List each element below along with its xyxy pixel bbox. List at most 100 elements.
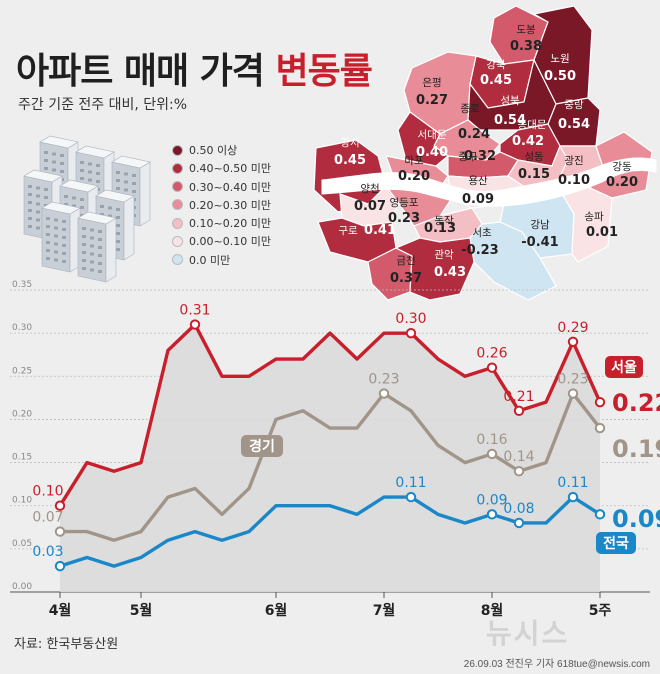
data-point — [486, 362, 498, 373]
series-name-tag: 경기 — [249, 438, 275, 455]
series-name-tag: 서울 — [611, 359, 637, 376]
end-value-label: 0.22 — [612, 389, 660, 417]
district-value: -0.41 — [521, 235, 558, 250]
data-label: 0.03 — [32, 544, 63, 560]
district-value: 0.41 — [364, 223, 396, 238]
district-value: 0.32 — [464, 149, 496, 164]
district-value: 0.54 — [494, 113, 526, 128]
end-point — [594, 396, 606, 408]
legend-label: 0.50 이상 — [189, 144, 238, 157]
data-point — [513, 517, 525, 529]
district-name: 서대문 — [418, 129, 447, 141]
source-note: 자료: 한국부동산원 — [14, 637, 119, 652]
series-national: 0.030.110.090.080.110.09전국 — [32, 475, 660, 572]
end-value-label: 0.09 — [612, 505, 660, 533]
data-point — [513, 405, 525, 416]
district-name: 광진 — [564, 155, 583, 167]
district-name: 관악 — [434, 249, 454, 261]
data-point — [54, 560, 66, 572]
data-point — [189, 319, 201, 330]
series-seoul: 0.10 0.31 0.30 0.26 0.21 0.29 0.22 서울 — [32, 303, 660, 511]
apartment-buildings-icon — [23, 135, 151, 283]
series-gyeonggi: 0.07 0.23 0.160.14 0.23 0.19 경기 — [32, 372, 660, 542]
data-point — [567, 336, 579, 347]
district-name: 금천 — [396, 255, 415, 267]
end-point — [594, 509, 606, 520]
legend-swatch — [172, 217, 183, 229]
legend-label: 0.30~0.40 미만 — [189, 180, 271, 194]
data-label: 0.31 — [179, 303, 210, 319]
district-name: 중랑 — [564, 99, 584, 111]
district-value: 0.27 — [416, 93, 448, 108]
legend-item: 0.00~0.10 미만 — [172, 233, 271, 249]
legend-swatch — [172, 162, 183, 174]
data-point — [567, 388, 579, 399]
data-point — [513, 466, 525, 477]
district-value: 0.20 — [398, 169, 430, 184]
data-label: 0.09 — [476, 492, 507, 508]
district-value: 0.40 — [416, 145, 448, 160]
line-chart: 0.00 0.05 0.10 0.15 0.20 0.25 0.30 0.35 4월 5월 6월 7월… — [10, 280, 660, 619]
y-tick-label: 0.20 — [12, 409, 32, 419]
series-line — [59, 495, 601, 568]
district-name: 성동 — [524, 151, 544, 163]
series-tag-bg — [241, 435, 283, 457]
map-legend: 0.50 이상 0.40~0.50 미만 0.30~0.40 미만 0.20~0.30… — [172, 142, 271, 270]
title-main: 아파트 매매 가격 — [16, 51, 265, 92]
legend-item: 0.10~0.20 미만 — [172, 215, 271, 231]
legend-item: 0.20~0.30 미만 — [172, 197, 271, 213]
x-tick-label: 5주 — [589, 603, 612, 619]
x-tick-label: 6월 — [265, 602, 288, 619]
district-value: 0.15 — [518, 167, 550, 182]
legend-swatch — [172, 254, 183, 266]
legend-item: 0.50 이상 — [172, 142, 271, 158]
series-tag-bg — [605, 356, 643, 378]
legend-item: 0.40~0.50 미만 — [172, 160, 271, 176]
district-name: 강동 — [612, 161, 632, 173]
legend-swatch — [172, 144, 183, 156]
district-name: 영등포 — [390, 197, 419, 209]
x-tick-label: 5월 — [130, 602, 153, 619]
district-name: 성북 — [500, 95, 520, 107]
district-name: 도봉 — [516, 24, 536, 36]
x-tick-label: 7월 — [373, 602, 396, 619]
data-label: 0.30 — [395, 311, 426, 327]
map-district — [317, 217, 397, 263]
district-value: 0.07 — [354, 199, 386, 214]
district-value: -0.23 — [461, 243, 498, 258]
map-district — [469, 221, 557, 301]
district-value: 0.37 — [390, 271, 422, 286]
title-accent: 변동률 — [275, 51, 372, 92]
district-value: 0.42 — [512, 134, 544, 149]
legend-swatch — [172, 199, 183, 211]
legend-label: 0.0 미만 — [189, 253, 231, 267]
series-tag-bg — [596, 532, 636, 554]
watermark: 뉴시스 — [486, 617, 570, 650]
district-name: 구로 — [338, 225, 358, 237]
legend-label: 0.00~0.10 미만 — [189, 235, 271, 249]
y-tick-label: 0.10 — [12, 496, 32, 506]
seoul-district-map: 도봉 0.38 노원 0.50 강북 0.45 은평 0.27 성북 0.54 중랑 0.54 종로 0.… — [313, 5, 657, 301]
data-label: 0.23 — [368, 372, 399, 388]
district-value: 0.38 — [510, 39, 542, 54]
y-tick-label: 0.30 — [12, 323, 32, 333]
district-name: 강남 — [530, 219, 550, 231]
district-value: 0.13 — [424, 221, 456, 236]
x-tick-label: 8월 — [481, 602, 504, 619]
page-title: 아파트 매매 가격 변동률 — [16, 42, 373, 94]
district-value: 0.10 — [558, 173, 590, 188]
legend-label: 0.10~0.20 미만 — [189, 217, 271, 231]
y-tick-label: 0.15 — [12, 453, 32, 463]
legend-item: 0.30~0.40 미만 — [172, 179, 271, 195]
data-point — [405, 491, 417, 503]
y-tick-label: 0.25 — [12, 366, 32, 376]
map-district — [554, 183, 613, 263]
series-line — [60, 391, 602, 542]
data-point — [486, 448, 498, 460]
data-point — [567, 491, 579, 503]
legend-label: 0.40~0.50 미만 — [189, 162, 271, 176]
y-tick-label: 0.05 — [12, 539, 32, 549]
district-value: 0.50 — [544, 69, 576, 84]
map-district — [394, 237, 475, 301]
